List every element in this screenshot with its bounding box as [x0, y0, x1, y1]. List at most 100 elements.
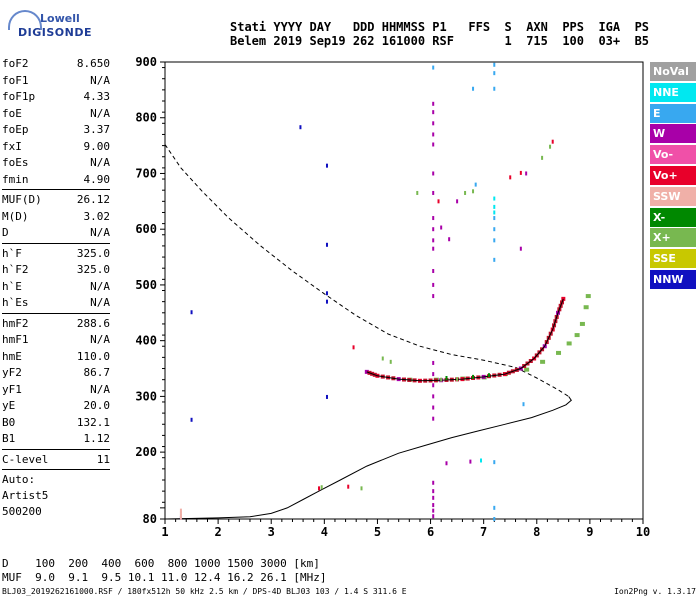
param-row: foF2 8.650	[2, 56, 110, 73]
legend-item: NNW	[650, 269, 696, 289]
echo-point	[432, 142, 435, 147]
x-trace-point	[524, 367, 530, 372]
param-name: foE	[2, 106, 22, 120]
echo-point	[190, 310, 193, 315]
echo-point	[493, 505, 496, 510]
y-tick-label: 600	[135, 222, 157, 236]
param-value: 20.0	[83, 399, 111, 412]
param-name: yF2	[2, 366, 22, 379]
param-name: foEp	[2, 123, 29, 136]
param-row: fmin 4.90	[2, 172, 110, 189]
file-info-footer: BLJ03_2019262161000.RSF / 180fx512h 50 k…	[2, 587, 407, 596]
param-name: hmF1	[2, 333, 29, 346]
echo-point	[472, 374, 475, 379]
echo-point	[445, 461, 448, 466]
x-trace-point	[585, 294, 591, 299]
param-name: foF1	[2, 73, 29, 87]
legend-item: W	[650, 124, 696, 144]
param-name: B0	[2, 415, 16, 429]
echo-point	[325, 299, 328, 304]
param-row: h`F2 325.0	[2, 262, 110, 279]
x-trace-point	[583, 305, 589, 310]
param-row: foEp 3.37	[2, 122, 110, 139]
version-label: Ion2Png v. 1.3.17	[614, 587, 696, 596]
echo-point	[493, 71, 496, 76]
y-tick-label: 500	[135, 278, 157, 292]
echo-point	[456, 199, 459, 204]
echo-point	[432, 495, 435, 500]
echo-point	[493, 62, 496, 67]
param-value: N/A	[90, 296, 110, 309]
echo-point	[487, 373, 490, 378]
echo-point	[519, 170, 522, 175]
y-tick-label: 200	[135, 445, 157, 459]
echo-point	[432, 171, 435, 176]
legend-item: SSW	[650, 186, 696, 206]
param-row: yE 20.0	[2, 398, 110, 415]
echo-point	[432, 282, 435, 287]
param-row: B0 132.1	[2, 415, 110, 432]
echo-point	[432, 238, 435, 243]
y-tick-label: 300	[135, 389, 157, 403]
legend-item: E	[650, 103, 696, 123]
header-values: Belem 2019 Sep19 262 161000 RSF 1 715 10…	[230, 34, 650, 48]
param-value: N/A	[90, 279, 110, 293]
param-name: M(D)	[2, 209, 29, 223]
scaled-parameters-panel: foF2 8.650 foF1 N/A foF1p 4.33 foE N/A foEp 3.37 f…	[2, 56, 110, 520]
x-tick-label: 10	[636, 525, 650, 539]
echo-point	[432, 394, 435, 399]
param-name: fmin	[2, 172, 29, 186]
param-row: C-level 11	[2, 452, 110, 469]
x-tick-label: 5	[374, 525, 381, 539]
param-name: MUF(D)	[2, 193, 42, 206]
param-value: 26.12	[76, 193, 110, 206]
param-divider	[2, 189, 110, 190]
param-value: 325.0	[76, 263, 110, 276]
echo-point	[551, 139, 554, 144]
echo-point	[469, 459, 472, 464]
param-row: h`F 325.0	[2, 246, 110, 263]
echo-point	[432, 121, 435, 126]
plot-frame	[164, 61, 644, 520]
echo-point	[360, 486, 363, 491]
echo-point	[493, 227, 496, 232]
param-row: B1 1.12	[2, 431, 110, 448]
echo-point	[493, 196, 496, 201]
x-tick-label: 1	[161, 525, 168, 539]
echo-point	[472, 189, 475, 194]
echo-point	[432, 503, 435, 508]
echo-point	[381, 356, 384, 361]
station-header: Stati YYYY DAY DDD HHMMSS P1 FFS S AXN P…	[230, 20, 649, 48]
y-tick-label: 700	[135, 166, 157, 180]
param-name: hmF2	[2, 316, 29, 330]
legend-item: NoVal	[650, 62, 696, 81]
param-row: foEs N/A	[2, 155, 110, 172]
param-value: 132.1	[76, 415, 110, 429]
echo-point	[519, 246, 522, 251]
echo-point	[325, 242, 328, 247]
echo-point	[432, 227, 435, 232]
x-tick-label: 2	[214, 525, 221, 539]
echo-point	[432, 65, 435, 70]
echo-point	[318, 486, 321, 491]
echo-point	[179, 513, 182, 518]
echo-point	[347, 484, 350, 489]
y-tick-label: 800	[135, 111, 157, 125]
param-value: 8.650	[76, 57, 110, 70]
echo-point	[432, 383, 435, 388]
echo-point	[509, 175, 512, 180]
param-divider	[2, 469, 110, 470]
param-row: foE N/A	[2, 106, 110, 123]
y-tick-label: 400	[135, 334, 157, 348]
param-value: 110.0	[76, 349, 110, 363]
y-tick-label: 900	[135, 55, 157, 69]
param-name: foF1p	[2, 90, 36, 103]
y-tick-label: 80	[143, 512, 157, 526]
x-tick-label: 9	[586, 525, 593, 539]
legend-item: X+	[650, 228, 696, 248]
echo-point	[493, 257, 496, 262]
param-value: N/A	[90, 156, 110, 169]
echo-point	[320, 485, 323, 490]
param-row: foF1 N/A	[2, 73, 110, 90]
echo-point	[190, 417, 193, 422]
